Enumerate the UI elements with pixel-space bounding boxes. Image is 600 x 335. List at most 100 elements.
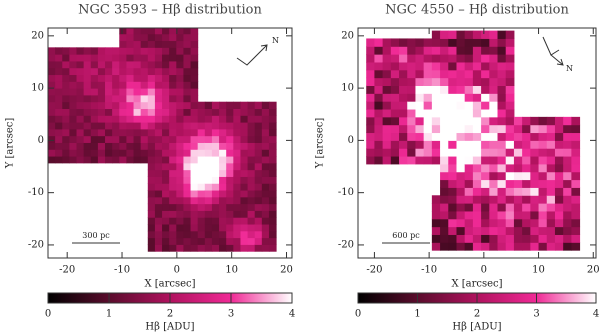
map-pixel — [538, 187, 548, 196]
map-pixel — [176, 190, 184, 198]
map-pixel — [247, 217, 256, 225]
map-pixel — [268, 203, 277, 211]
map-pixel — [219, 149, 227, 157]
map-pixel — [183, 81, 192, 89]
map-pixel — [69, 101, 78, 109]
map-pixel — [55, 74, 63, 82]
map-pixel — [423, 116, 433, 126]
map-pixel — [440, 156, 449, 165]
map-pixel — [183, 54, 192, 62]
map-pixel — [448, 179, 457, 188]
map-pixel — [112, 60, 120, 69]
map-pixel — [219, 217, 227, 225]
map-pixel — [366, 77, 375, 86]
map-pixel — [162, 101, 170, 109]
map-pixel — [374, 156, 384, 165]
map-pixel — [48, 115, 56, 123]
map-pixel — [481, 156, 490, 165]
map-pixel — [489, 69, 499, 79]
map-pixel — [440, 61, 449, 71]
map-pixel — [240, 162, 249, 171]
map-pixel — [382, 116, 392, 126]
map-pixel — [69, 115, 78, 123]
map-pixel — [481, 140, 490, 149]
map-pixel — [197, 210, 206, 218]
map-pixel — [554, 171, 564, 181]
map-pixel — [176, 28, 184, 35]
map-pixel — [154, 122, 163, 130]
map-pixel — [105, 108, 113, 116]
map-pixel — [382, 101, 392, 110]
map-pixel — [456, 101, 466, 110]
map-pixel — [176, 183, 184, 191]
map-pixel — [233, 190, 241, 198]
map-pixel — [505, 163, 515, 173]
map-pixel — [505, 187, 515, 196]
map-pixel — [538, 234, 548, 243]
map-pixel — [169, 244, 177, 252]
map-pixel — [464, 242, 474, 251]
map-pixel — [55, 67, 63, 76]
map-pixel — [154, 60, 163, 69]
map-pixel — [219, 108, 227, 116]
map-pixel — [162, 60, 170, 69]
map-pixel — [366, 132, 375, 141]
map-pixel — [448, 109, 457, 118]
map-pixel — [226, 176, 234, 184]
map-pixel — [183, 60, 192, 69]
map-pixel — [240, 230, 249, 239]
map-pixel — [415, 148, 425, 157]
y-axis-label: Y [arcsec] — [5, 118, 16, 170]
map-pixel — [154, 210, 163, 218]
map-pixel — [382, 124, 392, 134]
map-pixel — [176, 237, 184, 245]
map-pixel — [154, 237, 163, 245]
map-pixel — [147, 81, 156, 89]
map-pixel — [472, 156, 482, 165]
map-pixel — [90, 149, 99, 157]
map-pixel — [62, 67, 70, 76]
colorbar-tick-label: 0 — [45, 309, 51, 320]
map-pixel — [505, 179, 515, 188]
map-pixel — [431, 156, 441, 165]
map-pixel — [197, 101, 206, 109]
map-pixel — [90, 47, 99, 55]
map-pixel — [563, 156, 572, 165]
map-pixel — [211, 237, 220, 245]
map-pixel — [162, 142, 170, 150]
map-pixel — [176, 203, 184, 211]
map-pixel — [119, 115, 127, 123]
map-pixel — [261, 176, 270, 184]
map-pixel — [169, 230, 177, 239]
map-pixel — [162, 28, 170, 35]
map-pixel — [513, 171, 523, 181]
map-pixel — [133, 54, 142, 62]
map-pixel — [382, 46, 392, 55]
map-pixel — [440, 195, 449, 204]
map-pixel — [464, 85, 474, 94]
map-pixel — [226, 210, 234, 218]
map-pixel — [261, 122, 270, 130]
y-tick-label: 10 — [31, 83, 44, 94]
map-pixel — [176, 67, 184, 76]
map-pixel — [112, 115, 120, 123]
map-pixel — [169, 88, 177, 96]
map-pixel — [546, 156, 556, 165]
map-pixel — [489, 30, 499, 39]
chart-title: NGC 4550 – Hβ distribution — [385, 3, 569, 18]
map-pixel — [112, 94, 120, 103]
map-pixel — [226, 135, 234, 143]
map-pixel — [233, 128, 241, 137]
map-pixel — [399, 38, 408, 47]
map-pixel — [226, 156, 234, 164]
map-pixel — [464, 46, 474, 55]
map-pixel — [154, 74, 163, 82]
map-pixel — [140, 149, 149, 157]
map-pixel — [481, 124, 490, 134]
map-pixel — [505, 203, 515, 212]
map-pixel — [204, 244, 213, 252]
colorbar-tick-label: 4 — [289, 309, 295, 320]
map-pixel — [497, 93, 507, 102]
map-pixel — [190, 47, 199, 55]
map-pixel — [226, 190, 234, 198]
